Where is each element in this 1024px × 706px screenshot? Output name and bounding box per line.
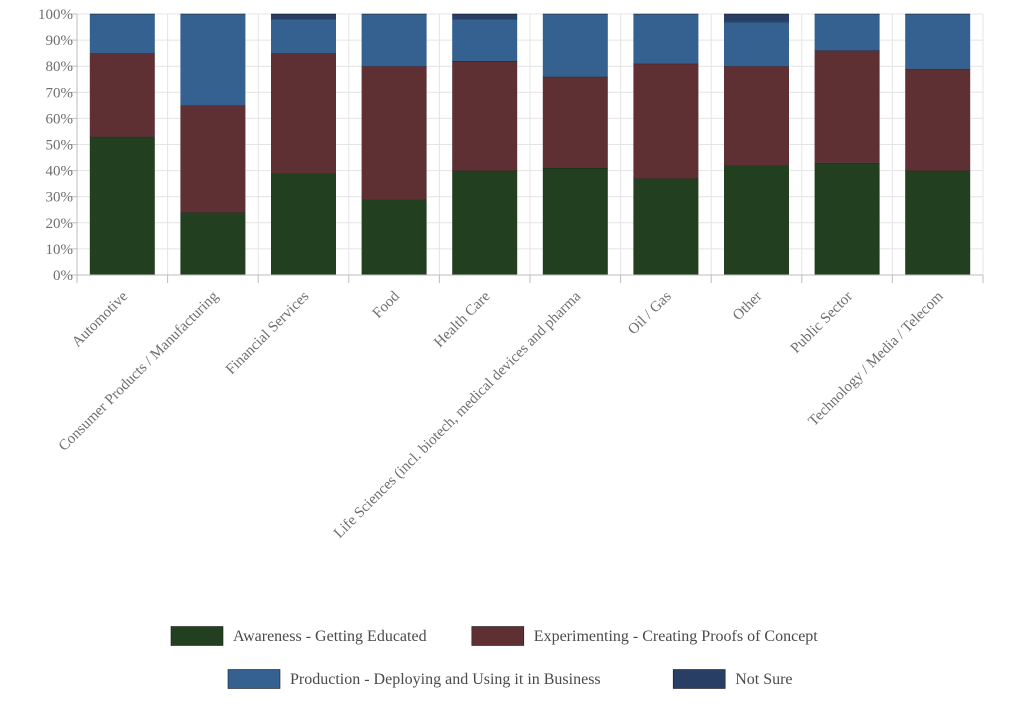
bar-segment <box>452 19 518 61</box>
bar-segment <box>542 76 608 168</box>
legend-swatch <box>170 626 224 646</box>
bar-segment <box>724 14 789 22</box>
bar-segment <box>180 105 246 213</box>
x-category-label: Health Care <box>431 288 494 351</box>
bar-segment <box>814 14 880 51</box>
x-category-label: Food <box>370 288 403 321</box>
bar-segment <box>905 14 971 69</box>
bar-segment <box>361 14 427 67</box>
y-tick-label: 100% <box>38 7 73 23</box>
y-tick-label: 30% <box>46 190 74 206</box>
y-tick-label: 70% <box>46 85 74 101</box>
bar-segment <box>724 165 789 275</box>
x-category-label: Automotive <box>69 288 131 350</box>
bar-segment <box>89 53 155 137</box>
bar-segment <box>361 66 427 200</box>
bar-segment <box>271 19 336 54</box>
x-category-label: Oil / Gas <box>625 288 675 338</box>
bar-segment <box>633 178 699 275</box>
y-axis: 0% 10% 20% 30% 40% 50% 60% 70% 80% 90% 100% <box>38 7 78 284</box>
bar-segment <box>452 170 518 275</box>
legend-label: Production - Deploying and Using it in B… <box>290 671 601 688</box>
bar-segment <box>814 162 880 275</box>
bar-segment <box>633 14 699 64</box>
bar-segment <box>89 14 155 54</box>
bar-segment <box>542 14 608 77</box>
legend-swatch <box>672 669 726 689</box>
x-category-label: Financial Services <box>223 288 312 377</box>
bar-segment <box>180 14 246 106</box>
bar-segment <box>361 199 427 275</box>
bar-segment <box>271 14 336 20</box>
y-tick-label: 20% <box>46 216 74 232</box>
legend-label: Not Sure <box>735 671 792 688</box>
x-category-label: Other <box>730 289 765 324</box>
bar-segment <box>633 63 699 179</box>
bar-segment <box>724 66 789 166</box>
legend-swatch <box>471 626 525 646</box>
bars <box>89 13 971 275</box>
y-tick-label: 0% <box>53 268 73 284</box>
legend-label: Experimenting - Creating Proofs of Conce… <box>534 628 818 645</box>
y-tick-label: 90% <box>46 33 74 49</box>
bar-segment <box>724 21 789 67</box>
bar-segment <box>905 68 971 171</box>
bar-segment <box>89 136 155 275</box>
bar-segment <box>814 50 880 163</box>
bar-segment <box>271 173 336 275</box>
x-category-label: Public Sector <box>788 289 856 357</box>
bar-segment <box>271 53 336 174</box>
y-tick-label: 40% <box>46 164 74 180</box>
y-tick-label: 80% <box>46 59 74 75</box>
bar-segment <box>452 14 518 20</box>
bar-segment <box>452 60 518 171</box>
x-category-label: Consumer Products / Manufacturing <box>56 288 222 454</box>
bar-segment <box>542 167 608 275</box>
legend-label: Awareness - Getting Educated <box>233 628 427 645</box>
y-tick-label: 50% <box>46 138 74 154</box>
y-tick-label: 60% <box>46 111 74 127</box>
legend-swatch <box>227 669 281 689</box>
bar-segment <box>180 212 246 275</box>
legend: Awareness - Getting Educated Experimentin… <box>170 626 818 689</box>
y-tick-label: 10% <box>46 242 74 258</box>
bar-segment <box>905 170 971 275</box>
